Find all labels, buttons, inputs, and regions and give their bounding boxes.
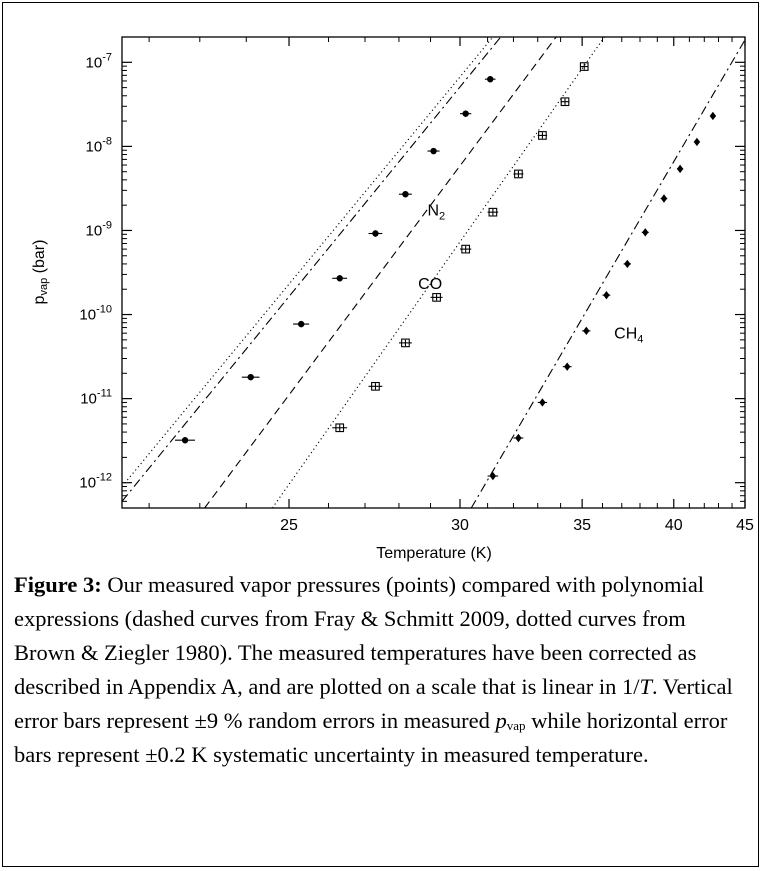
series-annotation: CH4: [614, 325, 643, 345]
data-point-CH4: [515, 433, 522, 443]
data-point-CO: [538, 131, 547, 140]
x-tick-label: 45: [736, 517, 754, 534]
data-point-CH4: [676, 164, 684, 174]
data-point-CH4: [660, 194, 668, 203]
y-tick-label: 10-10: [79, 304, 112, 324]
curve-dotted: [122, 37, 494, 487]
data-point-N2: [462, 110, 469, 117]
caption-text-2: . Vertical error bars represent ±9 % ran…: [14, 674, 733, 733]
data-point-N2: [181, 437, 189, 444]
data-point-CO: [488, 207, 498, 217]
data-point-N2: [297, 320, 305, 328]
points-layer: [175, 62, 717, 481]
y-tick-label: 10-11: [80, 388, 112, 408]
x-tick-label: 25: [280, 517, 298, 534]
data-point-CO: [335, 423, 345, 433]
y-axis-label: pvap (bar): [31, 240, 50, 305]
plot-area-border: [121, 36, 746, 509]
y-axis-label-sub: vap: [38, 278, 50, 296]
curve-dashed: [204, 37, 557, 508]
x-tick-label: 30: [451, 517, 469, 534]
data-point-CO: [560, 97, 570, 107]
y-tick-label: 10-7: [86, 51, 112, 71]
data-point-CH4: [693, 137, 701, 147]
data-point-CH4: [539, 398, 546, 407]
data-point-CH4: [489, 471, 497, 481]
data-point-CO: [461, 244, 471, 254]
data-point-N2: [247, 373, 254, 381]
data-point-N2: [402, 190, 409, 198]
data-point-CO: [401, 338, 410, 348]
data-point-N2: [430, 147, 437, 155]
curve-dash-dot: [122, 37, 502, 502]
y-tick-label: 10-9: [86, 219, 112, 239]
data-point-CH4: [563, 362, 571, 371]
caption-text-3: while horizontal error bars represent ±0…: [14, 708, 728, 767]
data-point-CH4: [642, 228, 649, 237]
caption-T: T: [639, 674, 652, 699]
figure-caption: Figure 3: Our measured vapor pressures (…: [14, 568, 749, 772]
data-point-CO: [579, 62, 589, 71]
vapor-pressure-chart: 25 30 35 40 45 10-12 10-11 10-10 10-9 10-8 10-7 Te…: [31, 36, 754, 562]
caption-p-sub: vap: [506, 718, 526, 733]
curve-dotted: [271, 37, 605, 508]
curve-dash-dot: [470, 39, 745, 508]
caption-label: Figure 3:: [14, 572, 102, 597]
data-point-CH4: [603, 290, 610, 300]
axes: 25 30 35 40 45 10-12 10-11 10-10 10-9 10-8 10-7: [79, 36, 754, 534]
data-point-CH4: [624, 259, 631, 269]
data-point-CO: [371, 381, 380, 391]
data-point-N2: [372, 230, 379, 237]
x-tick-label: 40: [665, 517, 683, 534]
data-point-CH4: [709, 111, 717, 121]
data-point-CH4: [583, 326, 590, 336]
y-axis-label-rest: (bar): [31, 240, 48, 278]
data-point-N2: [487, 75, 494, 83]
y-tick-label: 10-8: [86, 135, 112, 155]
data-point-CO: [432, 293, 441, 302]
series-annotation: CO: [418, 276, 442, 293]
x-tick-label: 35: [573, 517, 591, 534]
data-point-N2: [336, 275, 343, 282]
caption-text-1: Our measured vapor pressures (points) co…: [14, 572, 705, 699]
y-tick-label: 10-12: [79, 472, 112, 492]
series-annotation: N2: [427, 203, 445, 223]
annotations: N2 CO CH4: [418, 203, 643, 346]
y-axis-label-main: p: [31, 295, 48, 304]
x-axis-label: Temperature (K): [376, 545, 492, 562]
caption-p: p: [495, 708, 507, 733]
curves-layer: [122, 37, 745, 508]
data-point-CO: [514, 169, 523, 179]
